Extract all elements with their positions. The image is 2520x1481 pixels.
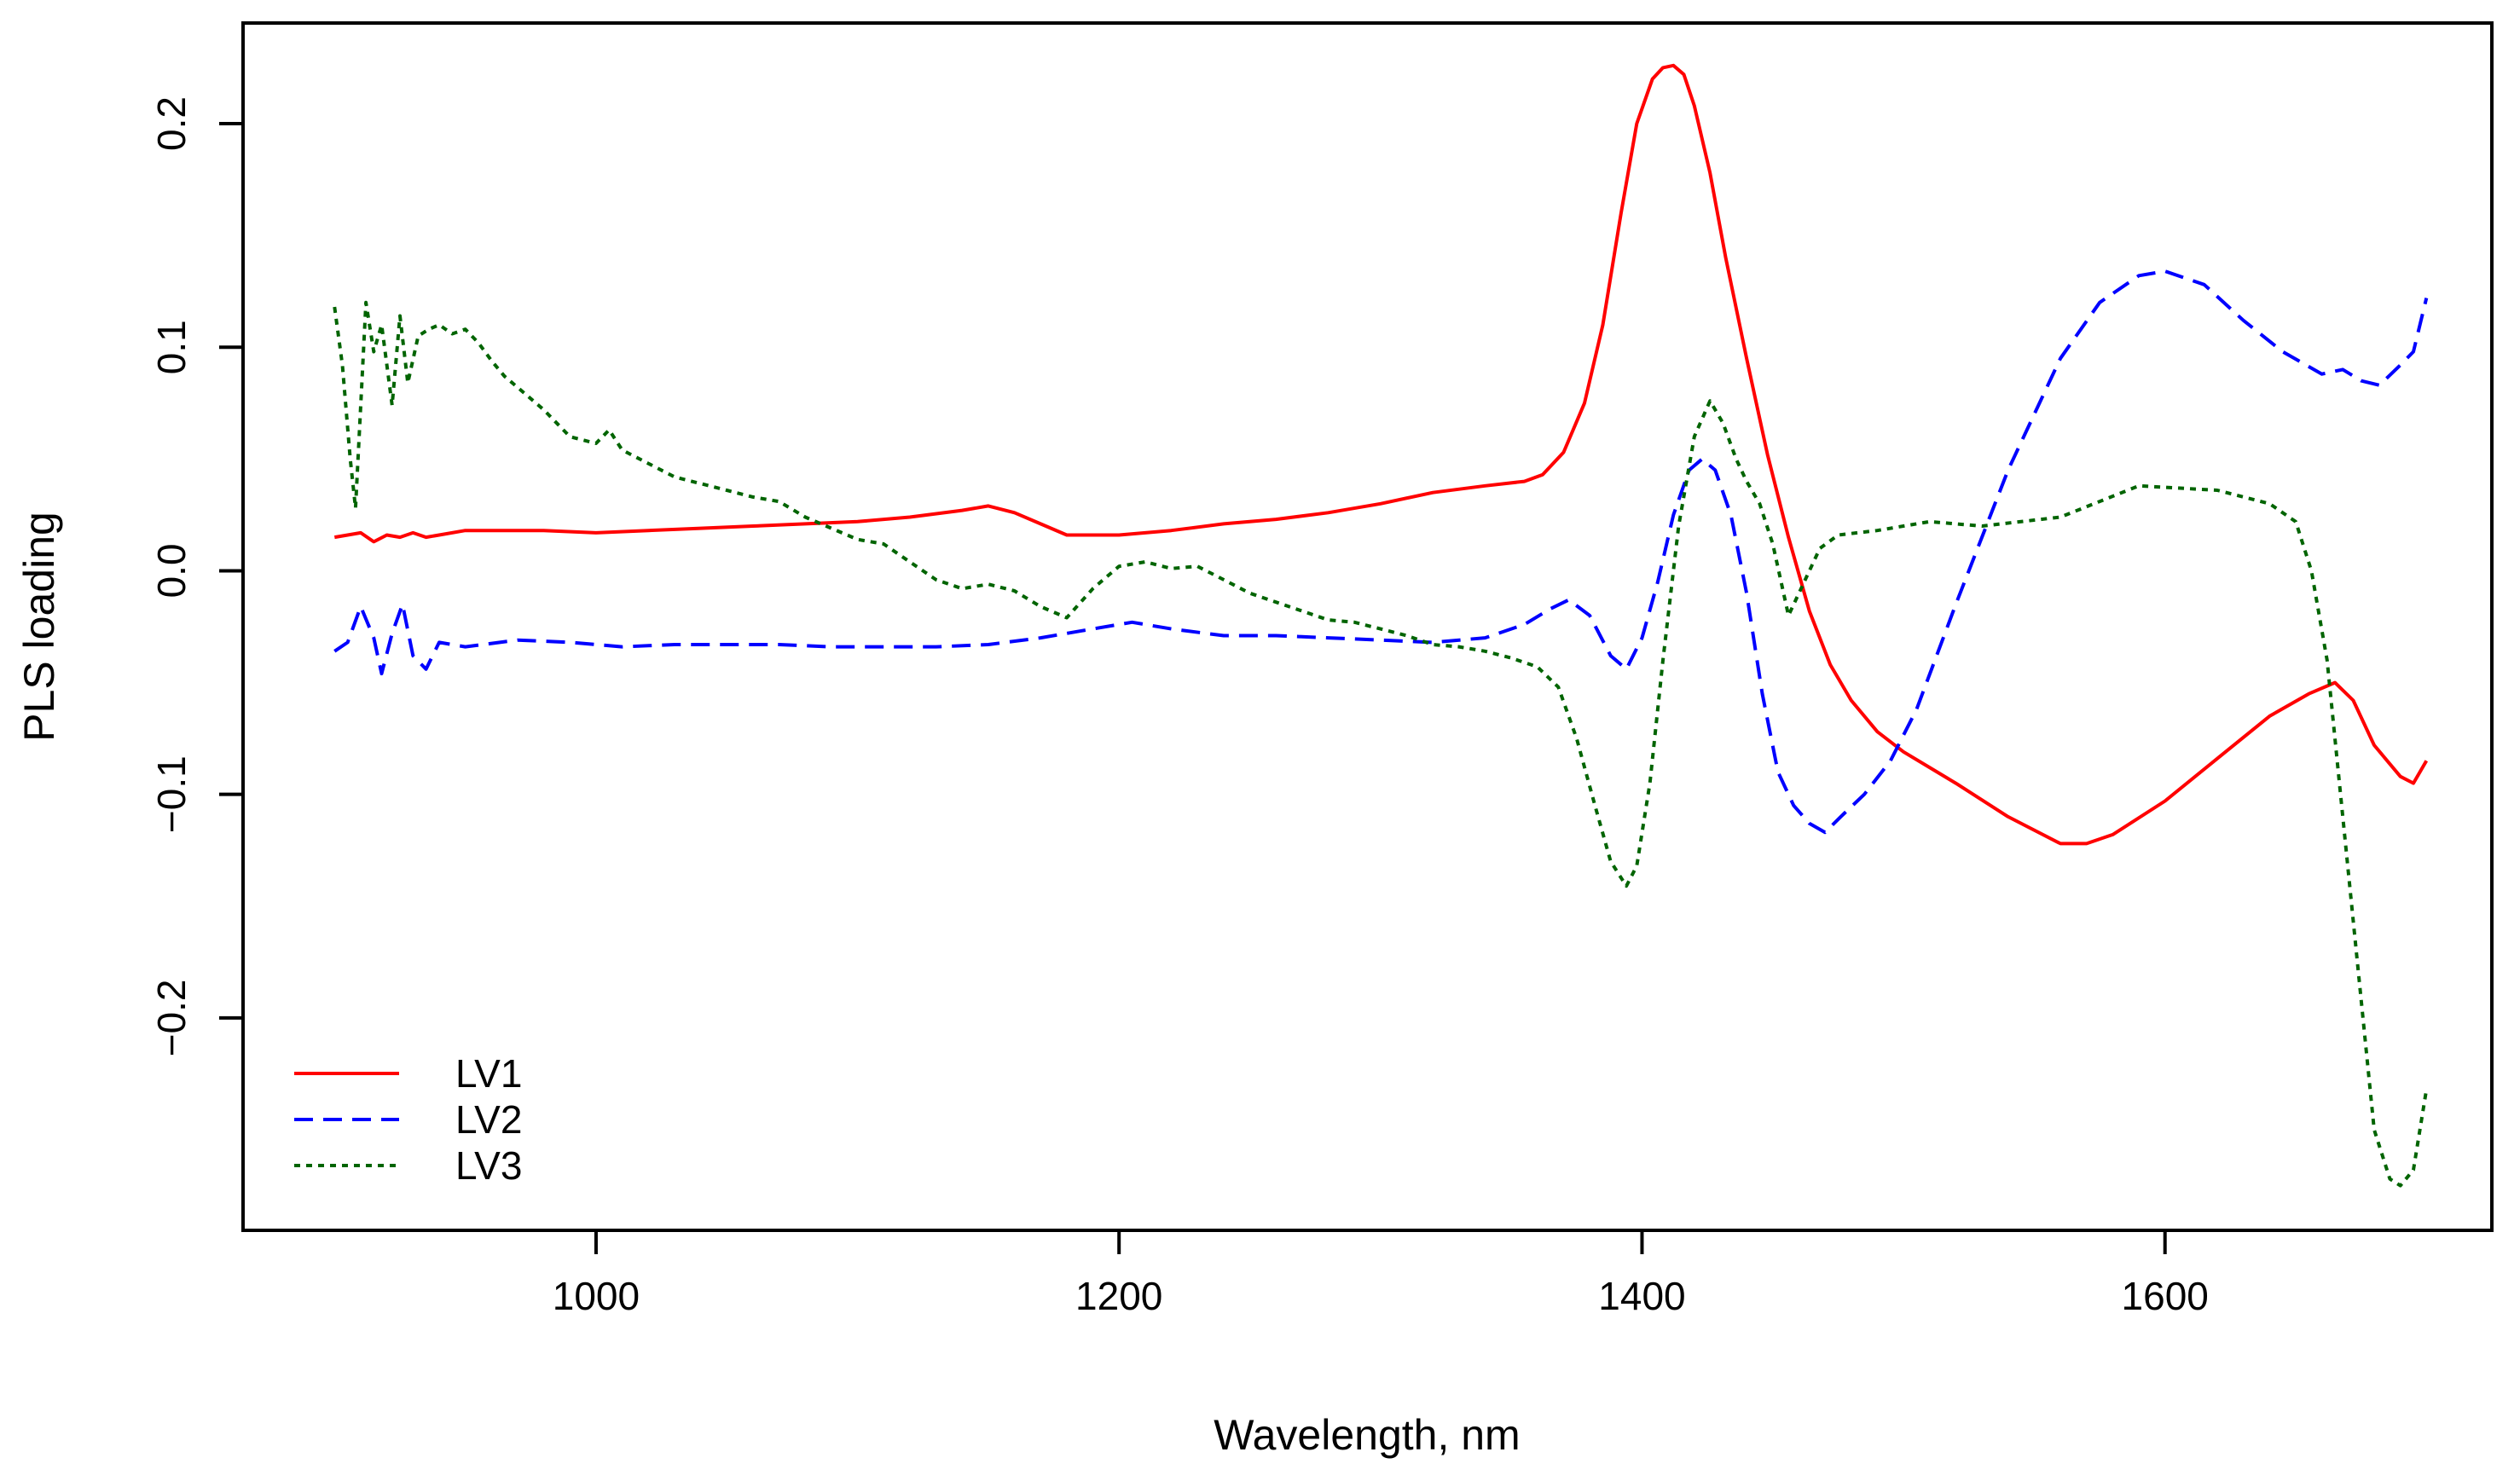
series-layer (333, 63, 2429, 1188)
series-line-lv2 (333, 269, 2429, 835)
y-axis-title: PLS loading (15, 512, 63, 742)
x-tick-label: 1400 (1598, 1274, 1685, 1318)
y-axis: −0.2 −0.1 0.0 0.1 0.2 (149, 96, 245, 1056)
x-tick-label: 1000 (553, 1274, 640, 1318)
legend-label-lv3: LV3 (455, 1143, 522, 1188)
x-tick-label: 1200 (1075, 1274, 1162, 1318)
legend-label-lv2: LV2 (455, 1097, 522, 1142)
series-line-lv1 (333, 63, 2429, 846)
y-tick-label: −0.2 (149, 979, 194, 1056)
y-tick-label: 0.2 (149, 96, 194, 151)
y-tick-label: −0.1 (149, 755, 194, 833)
x-tick-label: 1600 (2122, 1274, 2209, 1318)
x-axis-title: Wavelength, nm (1214, 1411, 1520, 1459)
y-tick-label: 0.1 (149, 320, 194, 374)
legend-label-lv1: LV1 (455, 1051, 522, 1096)
series-line-lv3 (333, 300, 2429, 1188)
x-axis: 1000 1200 1400 1600 (553, 1229, 2209, 1318)
y-tick-label: 0.0 (149, 543, 194, 598)
